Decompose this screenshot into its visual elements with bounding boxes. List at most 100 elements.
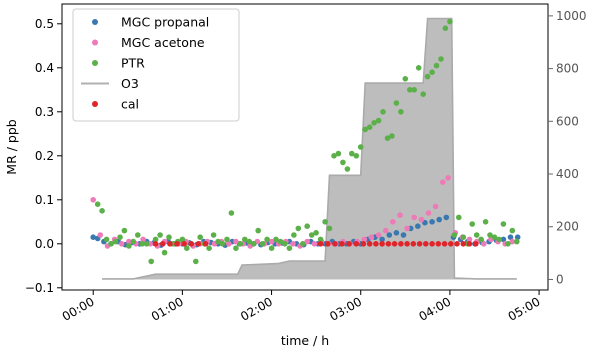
data-point-cal (167, 241, 173, 247)
y-right-tick-label: 0 (556, 272, 564, 286)
data-point-ptr (304, 223, 310, 229)
data-point-ptr (166, 234, 172, 240)
data-point-cal (339, 241, 345, 247)
data-point-cal (398, 241, 404, 247)
data-point-cal (181, 241, 187, 247)
data-point-cal (454, 241, 460, 247)
data-point-ptr (469, 221, 475, 227)
data-point-cal (189, 241, 195, 247)
data-point-ptr (376, 118, 382, 124)
data-point-ptr (456, 215, 462, 221)
data-point-ptr (411, 87, 417, 93)
data-point-ptr (99, 208, 105, 214)
data-point-ptr (157, 232, 163, 238)
data-point-cal (436, 241, 442, 247)
data-point-ptr (238, 241, 244, 247)
data-point-mgc-propanal (387, 232, 393, 238)
legend-label-mgc-propanal: MGC propanal (121, 15, 209, 30)
data-point-mgc-acetone (312, 241, 318, 247)
data-point-ptr (438, 56, 444, 62)
data-point-cal (386, 241, 392, 247)
data-point-ptr (429, 69, 435, 75)
data-point-ptr (322, 219, 328, 225)
data-point-cal (367, 241, 373, 247)
data-point-ptr (505, 241, 511, 247)
data-point-mgc-acetone (426, 210, 432, 216)
data-point-ptr (474, 232, 480, 238)
data-point-ptr (220, 241, 226, 247)
data-point-ptr (358, 144, 364, 150)
data-point-ptr (224, 237, 230, 243)
y-tick-label: 0.5 (35, 17, 54, 31)
data-point-mgc-acetone (397, 212, 403, 218)
data-point-cal (196, 241, 202, 247)
data-point-mgc-propanal (436, 217, 442, 223)
y-tick-label: 0.0 (35, 237, 54, 251)
x-axis-label: time / h (281, 333, 329, 348)
data-point-cal (417, 241, 423, 247)
data-point-cal (153, 241, 159, 247)
data-point-mgc-acetone (433, 204, 439, 210)
data-point-ptr (336, 151, 342, 157)
data-point-ptr (291, 232, 297, 238)
data-point-ptr (496, 237, 502, 243)
data-point-ptr (510, 228, 516, 234)
legend-label-mgc-acetone: MGC acetone (121, 35, 205, 50)
data-point-mgc-acetone (119, 241, 125, 247)
data-point-mgc-acetone (404, 226, 410, 232)
legend-swatch-ptr (92, 60, 98, 66)
data-point-ptr (260, 241, 266, 247)
y-right-tick-label: 1000 (556, 9, 587, 23)
data-point-ptr (389, 133, 395, 139)
data-point-ptr (340, 160, 346, 166)
y-right-tick-label: 800 (556, 62, 579, 76)
data-point-mgc-acetone (369, 234, 375, 240)
data-point-ptr (447, 19, 453, 25)
data-point-mgc-acetone (419, 217, 425, 223)
data-point-mgc-acetone (290, 241, 296, 247)
data-point-cal (318, 241, 324, 247)
data-point-ptr (403, 76, 409, 82)
data-point-ptr (131, 239, 137, 245)
legend-label-ptr: PTR (121, 56, 145, 71)
data-point-cal (467, 241, 473, 247)
y-right-tick-label: 600 (556, 114, 579, 128)
data-point-cal (411, 241, 417, 247)
data-point-ptr (416, 65, 422, 71)
data-point-cal (429, 241, 435, 247)
data-point-cal (325, 241, 331, 247)
data-point-ptr (354, 153, 360, 159)
data-point-ptr (345, 166, 351, 172)
data-point-mgc-acetone (440, 179, 446, 185)
legend-swatch-mgc-propanal (92, 19, 98, 25)
x-tick-label: 03:00 (327, 294, 364, 323)
data-point-ptr (434, 63, 440, 69)
legend-swatch-cal (92, 101, 98, 107)
data-point-ptr (117, 234, 123, 240)
data-point-ptr (251, 241, 257, 247)
y-tick-label: 0.2 (35, 149, 54, 163)
data-point-cal (461, 241, 467, 247)
x-tick-label: 05:00 (506, 294, 543, 323)
legend-label-cal: cal (121, 97, 139, 112)
data-point-cal (448, 241, 454, 247)
x-tick-label: 00:00 (60, 294, 97, 323)
data-point-ptr (478, 237, 484, 243)
x-tick-label: 01:00 (149, 294, 186, 323)
y-tick-label: 0.3 (35, 105, 54, 119)
data-point-ptr (282, 241, 288, 247)
data-point-cal (392, 241, 398, 247)
data-point-mgc-acetone (98, 232, 104, 238)
data-point-ptr (122, 228, 128, 234)
data-point-ptr (206, 245, 212, 251)
x-tick-label: 02:00 (238, 294, 275, 323)
data-point-mgc-acetone (90, 197, 96, 203)
y-tick-label: 0.1 (35, 193, 54, 207)
data-point-mgc-acetone (411, 215, 417, 221)
data-point-cal (346, 241, 352, 247)
data-point-ptr (144, 241, 150, 247)
data-point-cal (361, 241, 367, 247)
data-point-ptr (367, 124, 373, 130)
data-point-mgc-propanal (401, 232, 407, 238)
